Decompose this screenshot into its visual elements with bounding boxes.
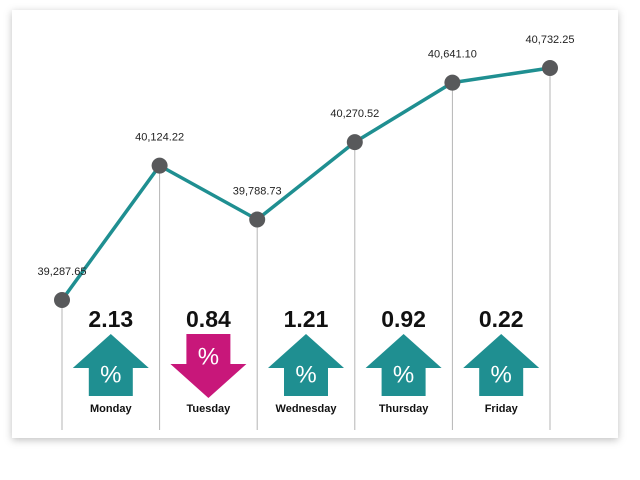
point <box>54 292 70 308</box>
change-value: 0.92 <box>381 306 426 332</box>
percent-symbol: % <box>491 361 512 388</box>
value-label: 40,124.22 <box>135 132 184 144</box>
percent-symbol: % <box>295 361 316 388</box>
change-value: 0.84 <box>186 306 231 332</box>
line <box>60 66 551 302</box>
arrow <box>72 334 149 396</box>
percent-symbol: % <box>198 343 219 370</box>
percent-symbol: % <box>393 361 414 388</box>
value-label: 40,641.10 <box>428 49 477 61</box>
arrow <box>463 334 540 396</box>
value-label: 39,788.73 <box>233 185 282 197</box>
change-value: 2.13 <box>88 306 133 332</box>
value-label: 40,732.25 <box>526 34 575 46</box>
percent-symbol: % <box>100 361 121 388</box>
value-label: 39,287.65 <box>38 266 87 278</box>
day-label: Thursday <box>379 403 429 415</box>
day-label: Tuesday <box>186 403 231 415</box>
day-label: Wednesday <box>276 403 338 415</box>
arrow <box>268 334 344 396</box>
day-label: Friday <box>485 403 519 415</box>
point <box>444 74 461 91</box>
point <box>249 211 266 228</box>
point <box>346 134 363 151</box>
point <box>542 60 558 76</box>
arrow <box>365 334 442 396</box>
value-label: 40,270.52 <box>330 108 379 120</box>
arrow <box>170 334 247 398</box>
day-label: Monday <box>90 403 132 415</box>
change-value: 0.22 <box>479 306 524 332</box>
point <box>151 157 168 174</box>
change-value: 1.21 <box>284 306 329 332</box>
